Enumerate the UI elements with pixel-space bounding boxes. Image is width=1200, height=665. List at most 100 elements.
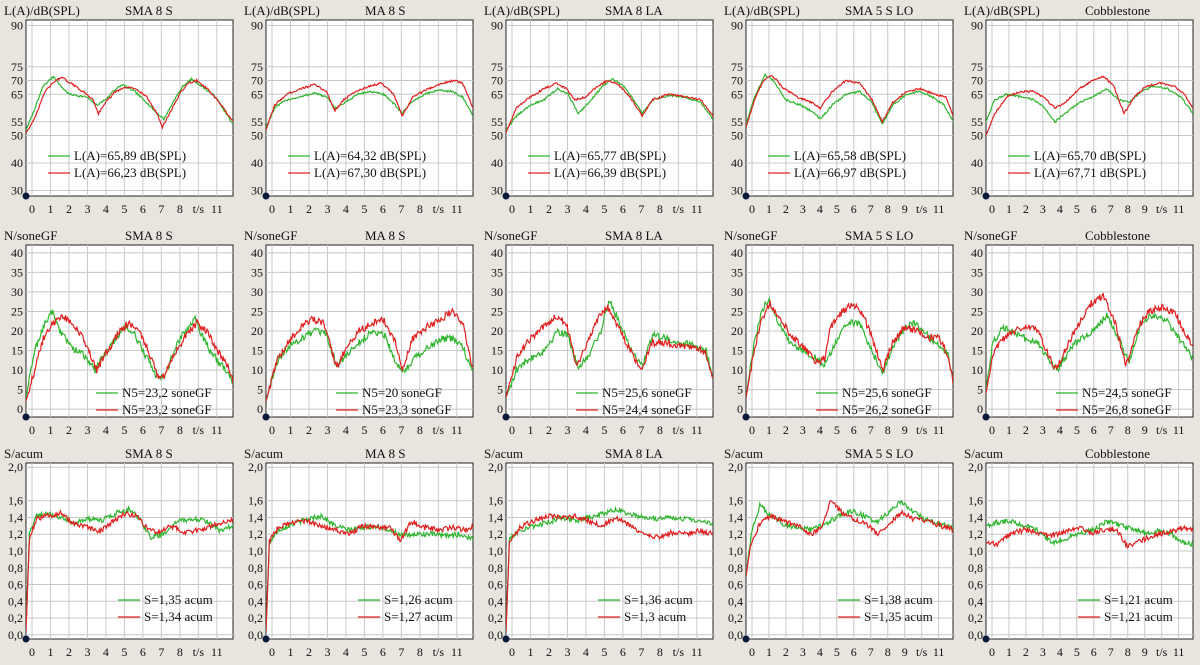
y-tick-label: 30: [731, 285, 743, 299]
y-tick-label: 35: [11, 265, 23, 279]
chart-title: Cobblestone: [1085, 228, 1150, 243]
x-tick-label: 4: [1057, 202, 1063, 216]
y-axis-label: L(A)/dB(SPL): [724, 3, 800, 18]
chart-title: MA 8 S: [365, 3, 405, 18]
y-tick-label: 55: [251, 115, 263, 129]
x-tick-label: 6: [140, 202, 146, 216]
x-tick-label: t/s: [193, 423, 205, 437]
x-tick-label: 11: [1173, 423, 1185, 437]
y-tick-label: 0: [977, 402, 983, 416]
x-tick-label: 1: [287, 202, 293, 216]
y-tick-label: 0,8: [968, 561, 983, 575]
x-tick-label: 2: [306, 202, 312, 216]
legend-label: N5=26,8 soneGF: [1082, 402, 1172, 417]
x-tick-label: 11: [933, 423, 945, 437]
x-tick-label: 2: [546, 202, 552, 216]
x-tick-label: 3: [564, 202, 570, 216]
y-tick-label: 0,4: [248, 594, 263, 608]
x-tick-label: t/s: [673, 645, 685, 659]
x-tick-label: 2: [1023, 202, 1029, 216]
x-tick-label: 4: [103, 645, 109, 659]
x-tick-label: 7: [638, 645, 644, 659]
y-tick-label: 15: [731, 344, 743, 358]
y-tick-label: 65: [491, 87, 503, 101]
x-tick-label: 5: [601, 423, 607, 437]
origin-dot: [262, 413, 270, 421]
x-tick-label: 1: [47, 645, 53, 659]
y-tick-label: 55: [491, 115, 503, 129]
origin-dot: [22, 635, 30, 643]
legend-label: S=1,38 acum: [864, 592, 933, 607]
origin-dot: [22, 192, 30, 200]
y-tick-label: 0,0: [968, 628, 983, 642]
legend-label: S=1,35 acum: [864, 609, 933, 624]
x-tick-label: 1: [1006, 423, 1012, 437]
series-line-red: [506, 512, 713, 631]
origin-dot: [502, 635, 510, 643]
x-tick-label: 3: [800, 202, 806, 216]
y-tick-label: 1,0: [728, 544, 743, 558]
x-tick-label: 11: [451, 202, 463, 216]
y-tick-label: 75: [971, 60, 983, 74]
y-tick-label: 70: [731, 74, 743, 88]
y-tick-label: 15: [11, 344, 23, 358]
y-tick-label: 90: [251, 19, 263, 33]
x-tick-label: 8: [1125, 645, 1131, 659]
chart-title: MA 8 S: [365, 228, 405, 243]
y-axis-label: N/soneGF: [4, 228, 57, 243]
y-tick-label: 1,0: [968, 544, 983, 558]
y-tick-label: 0,0: [488, 628, 503, 642]
x-tick-label: 3: [324, 645, 330, 659]
x-tick-label: 6: [620, 645, 626, 659]
x-tick-label: 5: [834, 645, 840, 659]
y-tick-label: 75: [251, 60, 263, 74]
legend-label: S=1,3 acum: [624, 609, 686, 624]
y-tick-label: 90: [491, 19, 503, 33]
chart-panel-sharpness-1: 0,0 0,2 0,4 0,6 0,8 1,0 1,2 1,4 1,6 2,0 0 1 2 3 4 5 6 7 8 t…: [0, 443, 236, 665]
y-tick-label: 1,6: [8, 494, 23, 508]
y-tick-label: 40: [251, 156, 263, 170]
x-tick-label: 2: [66, 202, 72, 216]
origin-dot: [742, 413, 750, 421]
y-tick-label: 5: [17, 383, 23, 397]
y-tick-label: 30: [11, 285, 23, 299]
y-axis-label: N/soneGF: [724, 228, 777, 243]
x-tick-label: 11: [211, 645, 223, 659]
x-tick-label: 2: [1023, 423, 1029, 437]
x-tick-label: 8: [417, 423, 423, 437]
x-tick-label: 0: [509, 423, 515, 437]
y-tick-label: 0,4: [968, 594, 983, 608]
y-tick-label: 65: [251, 87, 263, 101]
y-tick-label: 30: [491, 184, 503, 198]
x-tick-label: 11: [691, 202, 703, 216]
y-tick-label: 15: [251, 344, 263, 358]
chart-title: Cobblestone: [1085, 3, 1150, 18]
legend-label: L(A)=65,77 dB(SPL): [554, 148, 666, 163]
series-line-red: [266, 79, 473, 131]
x-tick-label: 5: [361, 202, 367, 216]
y-tick-label: 10: [251, 363, 263, 377]
y-tick-label: 0,2: [248, 611, 263, 625]
y-tick-label: 30: [971, 184, 983, 198]
x-tick-label: t/s: [193, 645, 205, 659]
x-tick-label: 3: [324, 202, 330, 216]
x-tick-label: 5: [601, 202, 607, 216]
y-tick-label: 1,2: [8, 527, 23, 541]
legend-label: L(A)=66,23 dB(SPL): [74, 165, 186, 180]
x-tick-label: 9: [902, 645, 908, 659]
y-tick-label: 2,0: [968, 460, 983, 474]
y-tick-label: 5: [737, 383, 743, 397]
y-tick-label: 25: [251, 304, 263, 318]
y-tick-label: 50: [251, 129, 263, 143]
x-tick-label: 5: [361, 423, 367, 437]
y-tick-label: 0,2: [488, 611, 503, 625]
chart-panel-loudness-4: 0 5 10 15 20 25 30 35 40 0 1 2 3 4 5 6 7 8 9 t/s 11 N/soneGF S…: [720, 225, 956, 443]
x-tick-label: 6: [1091, 645, 1097, 659]
x-tick-label: 0: [989, 423, 995, 437]
y-tick-label: 0,0: [728, 628, 743, 642]
y-tick-label: 50: [731, 129, 743, 143]
chart-svg: 0,0 0,2 0,4 0,6 0,8 1,0 1,2 1,4 1,6 2,0 0 1 2 3 4 5 6 7 8 t…: [4, 446, 234, 659]
series-line-green: [266, 327, 473, 402]
